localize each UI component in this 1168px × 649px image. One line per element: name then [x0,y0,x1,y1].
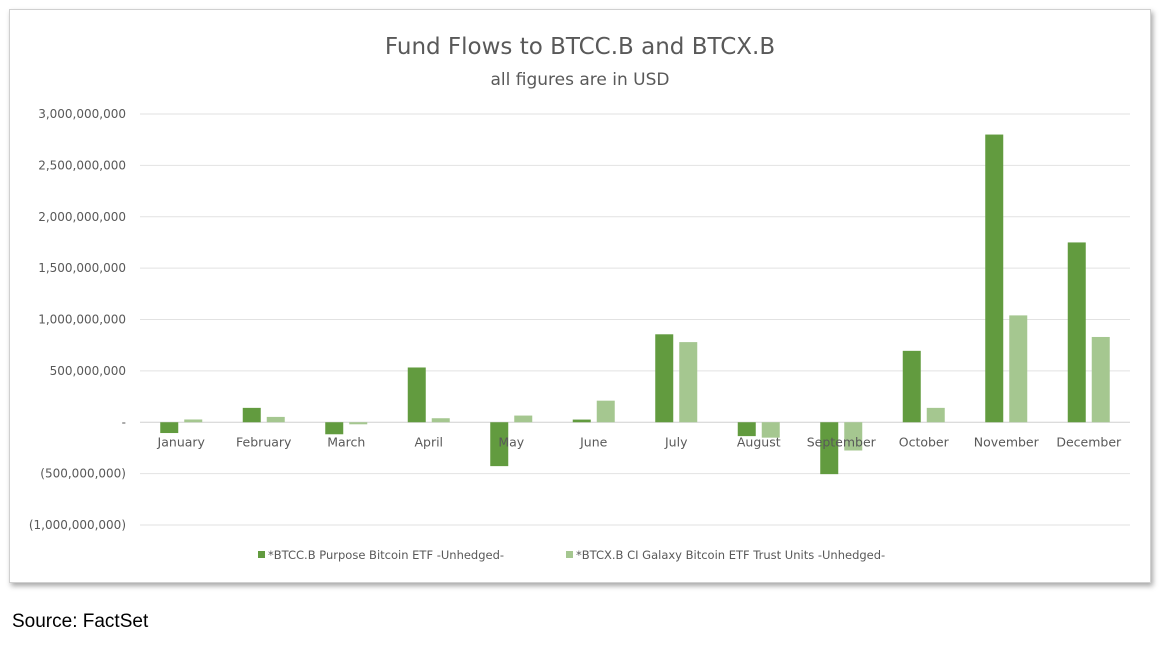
legend-swatch [258,551,265,558]
y-tick-label: (1,000,000,000) [29,518,126,532]
x-tick-label: June [579,434,608,449]
x-tick-label: July [664,434,688,449]
bar-series-2 [349,422,368,425]
y-tick-label: 1,000,000,000 [38,313,126,327]
x-tick-label: December [1056,434,1122,449]
y-tick-label: 1,500,000,000 [38,261,126,275]
x-tick-label: October [899,434,950,449]
y-tick-label: - [122,415,126,429]
bar-series-2 [1009,315,1028,423]
bar-series-1 [160,422,179,434]
bar-series-1 [902,350,921,423]
bar-series-2 [514,415,533,423]
bar-series-2 [761,422,780,438]
bar-series-1 [737,422,756,437]
bar-series-2 [266,416,285,423]
bar-series-2 [1091,336,1110,423]
bar-series-2 [431,418,450,423]
y-tick-label: 500,000,000 [50,364,126,378]
bar-chart: Fund Flows to BTCC.B and BTCX.B all figu… [29,34,1130,562]
x-tick-label: September [807,434,877,449]
x-tick-label: March [327,434,365,449]
bar-series-2 [184,419,203,423]
bar-series-1 [655,334,674,423]
y-tick-label: 2,500,000,000 [38,158,126,172]
x-tick-label: August [737,434,781,449]
chart-title: Fund Flows to BTCC.B and BTCX.B [385,34,775,60]
y-tick-label: 3,000,000,000 [38,107,126,121]
x-tick-label: April [414,434,443,449]
chart-subtitle: all figures are in USD [491,70,670,90]
legend-label: *BTCX.B CI Galaxy Bitcoin ETF Trust Unit… [576,548,885,562]
bar-series-1 [407,367,426,423]
bar-series-1 [985,134,1004,423]
x-tick-label: January [157,434,206,449]
x-tick-label: February [236,434,292,449]
bar-series-1 [572,419,591,423]
bar-series-2 [596,400,615,423]
bar-series-1 [490,422,509,467]
chart-frame: Fund Flows to BTCC.B and BTCX.B all figu… [9,9,1151,583]
bar-series-1 [242,407,261,423]
bar-series-1 [820,422,839,475]
y-tick-label: (500,000,000) [40,467,126,481]
bar-series-2 [844,422,863,451]
y-tick-label: 2,000,000,000 [38,210,126,224]
bar-series-2 [926,407,945,423]
legend-swatch [566,551,573,558]
source-note: Source: FactSet [12,611,149,632]
bar-series-1 [1067,242,1086,423]
bar-series-2 [679,342,698,423]
x-tick-label: May [498,434,524,449]
bar-series-1 [325,422,344,435]
x-tick-label: November [974,434,1040,449]
legend-label: *BTCC.B Purpose Bitcoin ETF -Unhedged- [268,548,504,562]
